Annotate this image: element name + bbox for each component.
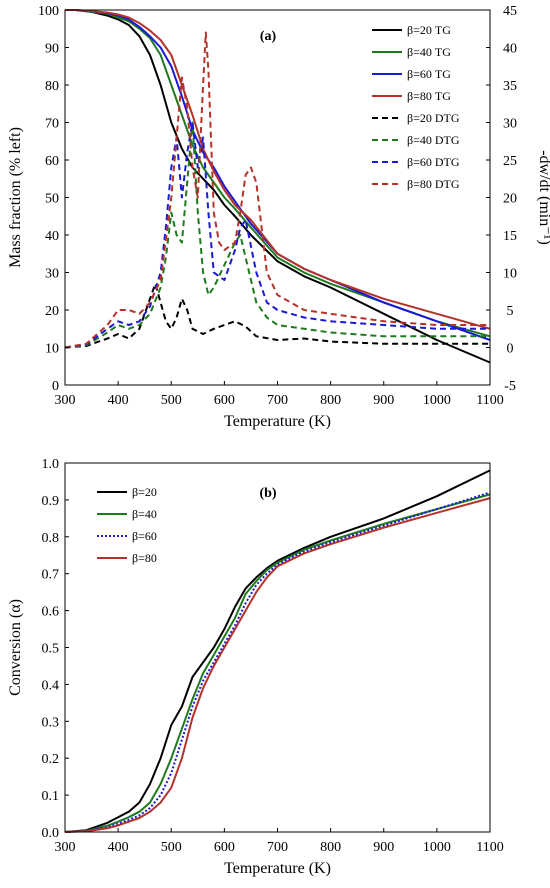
legend-entry: β=80 (132, 551, 157, 565)
x-tick-label: 600 (214, 393, 235, 408)
plot-frame (64, 462, 491, 833)
y-tick-label: 0.7 (42, 568, 60, 583)
x-tick-label: 700 (267, 393, 288, 408)
y2-axis: -5 0 5 10 15 20 25 30 35 40 45 (486, 4, 517, 394)
x-tick-label: 600 (214, 840, 235, 855)
y2-tick-label: 35 (503, 79, 517, 94)
y-tick-label: 50 (45, 192, 59, 207)
y2-tick-label: -5 (504, 379, 516, 394)
y-tick-label: 100 (38, 4, 59, 19)
y-tick-label: 0.8 (42, 531, 60, 546)
y-tick-label: 10 (45, 342, 59, 357)
x-tick-label: 300 (55, 840, 76, 855)
x-axis-title: Temperature (K) (224, 860, 331, 877)
series-line (64, 282, 490, 349)
legend-entry: β=80 DTG (407, 177, 460, 191)
y-tick-label: 30 (45, 267, 59, 282)
y-tick-label: 70 (45, 117, 59, 132)
y-tick-label: 60 (45, 154, 59, 169)
x-tick-label: 500 (161, 840, 182, 855)
x-tick-label: 1000 (423, 393, 451, 408)
x-axis: 300 400 500 600 700 800 900 1000 1100 (55, 381, 504, 408)
y-axis: 0.0 0.1 0.2 0.3 0.4 0.5 0.6 0.7 0.8 0.9 1.0 (42, 457, 69, 841)
series-line (64, 121, 490, 349)
series-line (64, 497, 491, 833)
legend: β=20 TG β=40 TG β=60 TG β=80 TG β=20 DTG β=40… (372, 23, 460, 191)
series-line (65, 9, 491, 341)
y-tick-label: 1.0 (42, 457, 60, 472)
x-tick-label: 700 (267, 840, 288, 855)
y-tick-label: 0.1 (42, 789, 60, 804)
y2-tick-label: 0 (507, 342, 514, 357)
x-tick-label: 800 (320, 393, 341, 408)
y2-tick-label: 40 (503, 42, 517, 57)
series-line (64, 469, 491, 833)
x-tick-label: 1100 (476, 840, 503, 855)
legend-entry: β=20 DTG (407, 111, 460, 125)
y-tick-label: 20 (45, 304, 59, 319)
y-tick-label: 0.5 (42, 642, 60, 657)
x-tick-label: 400 (108, 840, 129, 855)
series-line (64, 491, 491, 833)
y2-tick-label: 10 (503, 267, 517, 282)
y2-tick-label: 45 (503, 4, 517, 19)
y-tick-label: 0.6 (42, 605, 60, 620)
y2-tick-label: 20 (503, 192, 517, 207)
y-tick-label: 0.4 (42, 678, 60, 693)
y2-tick-label: 15 (503, 229, 517, 244)
y-tick-label: 0.0 (42, 826, 60, 841)
legend-entry: β=40 TG (407, 45, 451, 59)
y2-tick-label: 30 (503, 117, 517, 132)
legend-entry: β=40 (132, 507, 157, 521)
x-axis-title: Temperature (K) (224, 413, 331, 430)
panel-label: (b) (259, 486, 276, 501)
y-tick-label: 90 (45, 42, 59, 57)
x-tick-label: 400 (108, 393, 129, 408)
y-tick-label: 0 (52, 379, 59, 394)
x-tick-label: 300 (55, 393, 76, 408)
y-axis-title: Conversion (α) (7, 599, 24, 696)
y2-tick-label: 5 (507, 304, 514, 319)
y-tick-label: 40 (45, 229, 59, 244)
legend-entry: β=60 (132, 529, 157, 543)
series-line (64, 493, 491, 833)
legend-entry: β=80 TG (407, 89, 451, 103)
x-tick-label: 900 (373, 393, 394, 408)
y-axis: 0 10 20 30 40 50 60 70 80 90 100 (38, 4, 69, 394)
y-tick-label: 0.9 (42, 494, 60, 509)
series-line (64, 121, 490, 349)
y2-tick-label: 25 (503, 154, 517, 169)
legend-entry: β=40 DTG (407, 133, 460, 147)
panel-b: 300 400 500 600 700 800 900 1000 11000.00.10.20.… (7, 457, 504, 877)
y-axis-title: Mass fraction (% left) (7, 127, 24, 268)
y-tick-label: 80 (45, 79, 59, 94)
series-line (64, 31, 490, 349)
series-line (65, 9, 491, 330)
y2-axis-title: -dw/dt (min⁻¹) (536, 150, 550, 245)
x-tick-label: 1000 (423, 840, 451, 855)
x-tick-label: 900 (373, 840, 394, 855)
legend-entry: β=60 TG (407, 67, 451, 81)
legend-entry: β=20 TG (407, 23, 451, 37)
legend: β=20 β=40 β=60 β=80 (97, 485, 157, 565)
legend-entry: β=60 DTG (407, 155, 460, 169)
x-tick-label: 1100 (476, 393, 503, 408)
series-line (65, 9, 491, 338)
y-tick-label: 0.3 (42, 715, 60, 730)
x-axis: 300 400 500 600 700 800 900 1000 1100 (55, 828, 504, 855)
panel-a: 300 400 500 600 700 800 900 1000 110001020304050… (7, 4, 550, 430)
legend-entry: β=20 (132, 485, 157, 499)
x-tick-label: 800 (320, 840, 341, 855)
x-tick-label: 500 (161, 393, 182, 408)
y-tick-label: 0.2 (42, 752, 60, 767)
panel-label: (a) (260, 29, 277, 44)
